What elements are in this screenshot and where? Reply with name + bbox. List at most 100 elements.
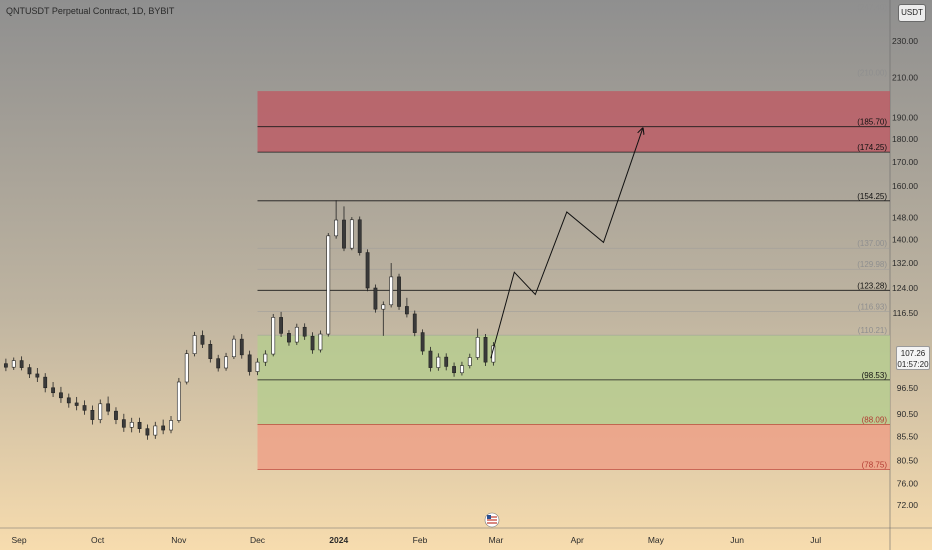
candle-body <box>349 219 354 249</box>
level-label: (154.25) <box>857 192 887 201</box>
candle-body <box>326 235 331 335</box>
candle <box>342 206 346 252</box>
candle-body <box>397 276 401 307</box>
candle-body <box>287 333 291 343</box>
candle <box>200 330 205 349</box>
candle-body <box>279 317 283 334</box>
candle <box>397 273 401 310</box>
candle-body <box>232 338 236 358</box>
x-tick-label: 2024 <box>329 535 348 545</box>
candle <box>467 353 472 369</box>
candle-body <box>460 365 464 374</box>
y-tick-label: 76.00 <box>897 479 919 489</box>
level-label: (174.25) <box>857 143 887 152</box>
candle-body <box>373 287 378 310</box>
y-tick-label: 90.50 <box>897 409 919 419</box>
y-tick-label: 85.50 <box>897 432 919 442</box>
candle-body <box>389 276 394 306</box>
us-flag-icon <box>484 512 500 528</box>
candle-body <box>247 354 252 372</box>
candle-body <box>153 425 158 436</box>
candle <box>51 382 55 397</box>
candle <box>460 361 464 376</box>
candle-body <box>357 219 362 253</box>
candle-body <box>51 387 55 394</box>
candle <box>287 330 291 346</box>
x-tick-label: Mar <box>489 535 504 545</box>
candle <box>208 340 213 363</box>
x-tick-label: Jul <box>810 535 821 545</box>
candle <box>106 396 111 416</box>
candle <box>326 233 331 337</box>
flag-canton <box>487 515 491 519</box>
candle-body <box>216 358 221 369</box>
candle-body <box>452 366 456 374</box>
x-tick-label: Oct <box>91 535 105 545</box>
candle-body <box>19 360 24 368</box>
candle <box>373 284 378 313</box>
level-label: (137.00) <box>857 239 887 248</box>
candle <box>483 334 488 367</box>
y-tick-label: 190.00 <box>892 113 918 123</box>
candle <box>310 332 315 354</box>
candle <box>318 330 323 353</box>
candle-body <box>420 332 425 352</box>
candle <box>428 346 433 372</box>
candle-body <box>161 425 166 431</box>
last-price-tag: 107.26 01:57:20 <box>896 346 930 370</box>
candle-body <box>35 373 40 378</box>
candle-body <box>271 317 276 355</box>
candle <box>349 217 354 251</box>
candle <box>98 399 103 424</box>
y-tick-label: 80.50 <box>897 456 919 466</box>
level-label: (129.98) <box>857 260 887 269</box>
symbol-title: QNTUSDT Perpetual Contract, 1D, BYBIT <box>6 6 175 16</box>
candle <box>239 334 244 359</box>
candle-body <box>184 353 189 383</box>
candle <box>389 263 394 308</box>
candle <box>263 350 268 367</box>
level-label: (247.40) <box>857 3 887 12</box>
projection-arrow <box>490 128 643 359</box>
y-tick-label: 148.00 <box>892 212 918 222</box>
candle <box>3 358 8 372</box>
candle <box>176 377 181 423</box>
candle <box>153 421 158 439</box>
candle <box>114 407 118 425</box>
candle <box>19 356 24 371</box>
candle-body <box>208 344 213 359</box>
candle-body <box>169 420 173 431</box>
target-zone <box>257 91 890 153</box>
candle <box>184 349 189 385</box>
candle-body <box>318 333 323 351</box>
candle-body <box>255 361 260 372</box>
candle <box>169 416 173 434</box>
candle <box>11 357 16 370</box>
candle <box>412 310 417 337</box>
candle-body <box>404 306 409 315</box>
candle-body <box>436 356 441 368</box>
candle-body <box>137 421 142 429</box>
y-tick-label: 96.50 <box>897 383 919 393</box>
candle-body <box>475 337 480 358</box>
candle-body <box>90 409 95 420</box>
candle-body <box>428 350 433 368</box>
candle-body <box>43 376 48 389</box>
candle <box>121 413 126 432</box>
currency-button[interactable]: USDT <box>898 4 926 22</box>
y-tick-label: 170.00 <box>892 157 918 167</box>
candle <box>294 323 299 346</box>
x-tick-label: Jun <box>730 535 744 545</box>
candle-body <box>59 392 63 399</box>
candle <box>35 367 40 383</box>
candle <box>271 313 276 357</box>
x-tick-label: Sep <box>11 535 26 545</box>
y-tick-label: 140.00 <box>892 235 918 245</box>
stop-zone <box>257 424 890 470</box>
x-tick-label: Dec <box>250 535 266 545</box>
candle <box>27 364 32 378</box>
level-label: (116.93) <box>858 302 888 311</box>
candle-body <box>310 335 315 351</box>
